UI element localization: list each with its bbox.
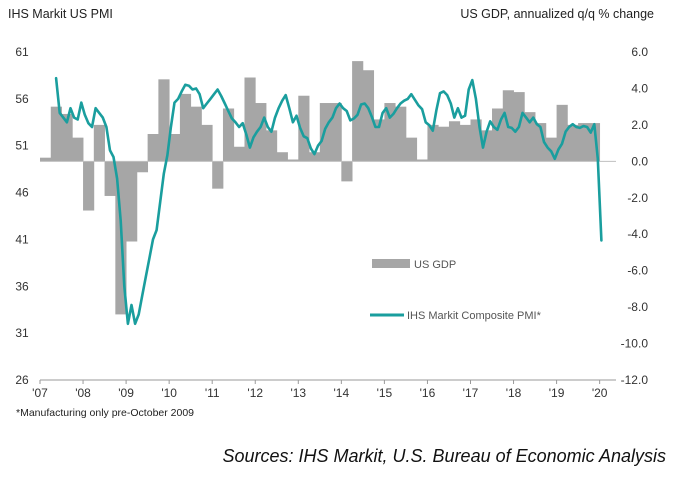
gdp-bar (40, 157, 52, 162)
gdp-bar (395, 106, 407, 162)
gdp-bar (276, 152, 288, 162)
gdp-bar (416, 159, 428, 162)
pmi-line (54, 76, 603, 326)
gdp-bar (266, 130, 278, 162)
gdp-bar (384, 103, 396, 162)
gdp-bar (158, 79, 170, 162)
legend: US GDP IHS Markit Composite PMI* (370, 259, 542, 322)
gdp-bar (201, 124, 213, 162)
y-left-tick-label: 51 (15, 139, 29, 153)
gdp-bar (330, 103, 342, 162)
gdp-bar (61, 113, 73, 162)
gdp-bar (341, 161, 353, 182)
y-left-tick-label: 31 (15, 326, 29, 340)
gdp-bar (373, 119, 385, 162)
y-left-tick-label: 61 (15, 45, 29, 59)
legend-gdp-label: US GDP (414, 259, 456, 271)
y-right-tick-label: -12.0 (621, 373, 649, 387)
gdp-bar (459, 124, 471, 162)
gdp-bar (578, 123, 590, 162)
x-tick-label: '11 (205, 386, 220, 400)
y-right-tick-label: -8.0 (627, 300, 648, 314)
gdp-bar (104, 161, 116, 196)
y-right-tick-label: -4.0 (627, 227, 648, 241)
gdp-bar (83, 161, 95, 211)
y-left-tick-label: 56 (15, 92, 29, 106)
pmi-line-path (54, 76, 603, 326)
y-right-tick-label: 2.0 (631, 118, 648, 132)
footnote: *Manufacturing only pre-October 2009 (16, 407, 195, 419)
gdp-bar (222, 108, 235, 162)
gdp-bar (492, 108, 504, 162)
x-tick-label: '20 (592, 386, 608, 400)
gdp-bar (448, 121, 461, 162)
gdp-bar (588, 123, 601, 162)
x-tick-label: '15 (377, 386, 393, 400)
gdp-bar (244, 77, 256, 162)
source-note: Sources: IHS Markit, U.S. Bureau of Econ… (222, 446, 667, 466)
y-right-tick-label: 4.0 (631, 81, 648, 95)
right-axis-title: US GDP, annualized q/q % change (460, 7, 654, 21)
x-tick-label: '09 (118, 386, 134, 400)
y-left-tick-label: 36 (15, 279, 29, 293)
y-left-axis: 61 56 51 46 41 36 31 26 (15, 45, 29, 387)
x-tick-label: '12 (247, 386, 263, 400)
gdp-bar (212, 161, 224, 189)
y-left-tick-label: 46 (15, 186, 29, 200)
y-right-axis: 6.0 4.0 2.0 0.0 -2.0 -4.0 -6.0 -8.0 -10.0 -12.0 (621, 45, 649, 387)
gdp-bar (535, 123, 547, 162)
gdp-bar (524, 112, 536, 162)
x-tick-label: '17 (463, 386, 479, 400)
gdp-bar (72, 137, 84, 162)
gdp-bar (169, 134, 181, 162)
gdp-bar (93, 124, 105, 162)
gdp-bar (362, 70, 375, 162)
gdp-bar (126, 161, 138, 242)
gdp-bar (567, 124, 579, 162)
gdp-bar (309, 152, 321, 162)
gdp-bar (190, 106, 202, 162)
gdp-bar (438, 126, 450, 162)
y-left-tick-label: 26 (15, 373, 29, 387)
y-right-tick-label: 6.0 (631, 45, 648, 59)
gdp-bar (427, 124, 439, 162)
gdp-bar (136, 161, 149, 173)
gdp-bar (556, 104, 568, 162)
x-tick-label: '10 (161, 386, 177, 400)
x-tick-label: '18 (506, 386, 522, 400)
left-axis-title: IHS Markit US PMI (8, 7, 113, 21)
y-right-tick-label: -2.0 (627, 191, 648, 205)
y-right-tick-label: 0.0 (631, 154, 648, 168)
x-tick-label: '07 (32, 386, 48, 400)
y-right-tick-label: -6.0 (627, 264, 648, 278)
gdp-bar (545, 137, 557, 162)
x-tick-label: '14 (334, 386, 350, 400)
gdp-bar (179, 93, 192, 162)
x-tick-label: '08 (75, 386, 91, 400)
legend-gdp-swatch (372, 259, 410, 268)
gdp-bar (298, 95, 310, 162)
gdp-bar (481, 130, 493, 162)
gdp-bar (147, 134, 159, 162)
x-axis: '07 '08 '09 '10 '11 '12 '13 '14 '15 '16 '17 '18 '19 '… (32, 379, 616, 400)
gdp-bar (470, 119, 482, 162)
legend-pmi-label: IHS Markit Composite PMI* (407, 310, 542, 322)
gdp-bar (255, 103, 267, 162)
gdp-bar (405, 137, 418, 162)
y-left-tick-label: 41 (15, 232, 29, 246)
x-tick-label: '13 (290, 386, 306, 400)
gdp-bar (233, 146, 245, 162)
x-tick-label: '19 (549, 386, 565, 400)
gdp-bar (287, 159, 299, 162)
x-tick-label: '16 (420, 386, 436, 400)
y-right-tick-label: -10.0 (621, 337, 649, 351)
gdp-bar (50, 106, 62, 162)
